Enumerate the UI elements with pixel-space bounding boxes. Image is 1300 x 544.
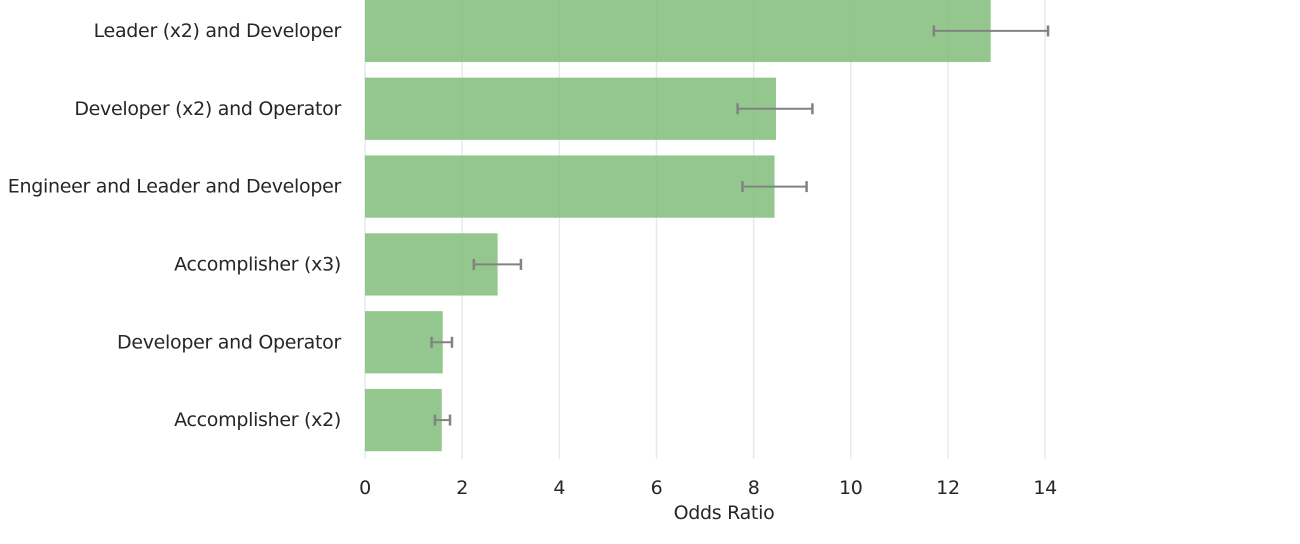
x-axis-tick-label: 0 (359, 477, 371, 499)
x-axis-tick-label: 8 (748, 477, 760, 499)
x-axis-tick-label: 6 (651, 477, 663, 499)
x-axis-tick-label: 2 (456, 477, 468, 499)
x-axis-tick-label: 4 (553, 477, 565, 499)
bar-6[interactable] (365, 388, 442, 452)
bar-2[interactable] (365, 77, 776, 140)
bar-5[interactable] (365, 311, 443, 374)
y-axis-category-label: Accomplisher (x2) (174, 409, 341, 431)
x-axis-tick-label: 14 (1033, 477, 1057, 499)
x-axis-tick-label: 12 (936, 477, 960, 499)
bar-1[interactable] (365, 0, 991, 63)
y-axis-category-label: Developer (x2) and Operator (74, 98, 341, 120)
x-axis-tick-label: 10 (839, 477, 863, 499)
y-axis-category-label: Developer and Operator (117, 331, 341, 353)
y-axis-category-label: Accomplisher (x3) (174, 253, 341, 275)
bar-3[interactable] (365, 155, 775, 218)
y-axis-category-label: Leader (x2) and Developer (94, 20, 342, 42)
x-axis-title: Odds Ratio (674, 502, 775, 524)
y-axis-category-label: Engineer and Leader and Developer (8, 176, 342, 198)
